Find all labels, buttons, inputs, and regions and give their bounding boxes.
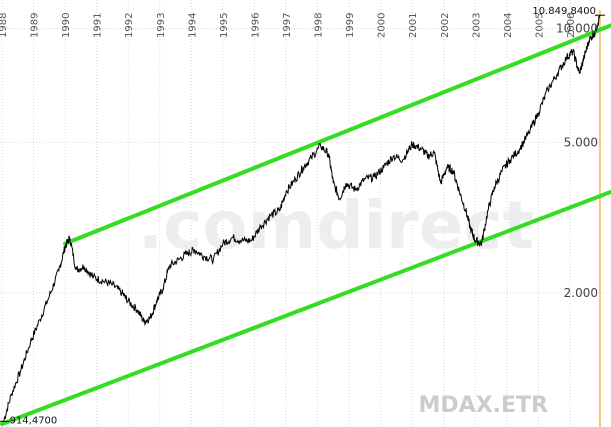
series-name-label: MDAX.ETR bbox=[419, 393, 549, 418]
year-label-1992: 1992 bbox=[124, 13, 135, 38]
year-label-1999: 1999 bbox=[345, 13, 356, 38]
year-label-1991: 1991 bbox=[93, 13, 104, 38]
max-value-label: 10.849,8400 bbox=[532, 6, 596, 17]
y-tick-10.000: 10.000 bbox=[556, 22, 598, 36]
year-label-1990: 1990 bbox=[61, 13, 72, 38]
year-label-1998: 1998 bbox=[314, 13, 325, 38]
min-max-annotations: 914,4700 10.849,8400 bbox=[0, 6, 605, 426]
year-label-1988: 1988 bbox=[0, 13, 9, 38]
year-label-1995: 1995 bbox=[219, 13, 230, 38]
x-axis-year-labels: 1988 1989 1990 1991 1992 1993 1994 1995 1996 1997… bbox=[0, 13, 577, 38]
year-label-2004: 2004 bbox=[503, 13, 514, 38]
year-label-2000: 2000 bbox=[377, 13, 388, 38]
channel-line-lower bbox=[0, 189, 611, 426]
y-tick-5.000: 5.000 bbox=[564, 135, 598, 149]
year-label-2001: 2001 bbox=[408, 13, 419, 38]
year-label-1997: 1997 bbox=[282, 13, 293, 38]
year-label-1994: 1994 bbox=[187, 13, 198, 38]
channel-line-upper bbox=[63, 23, 611, 246]
year-label-2005: 2005 bbox=[534, 13, 545, 38]
year-label-2003: 2003 bbox=[471, 13, 482, 38]
series-line-MDAX.ETR bbox=[3, 15, 601, 422]
y-axis-tick-labels: 2.000 5.000 10.000 bbox=[556, 22, 598, 300]
min-value-label: 914,4700 bbox=[10, 415, 58, 426]
year-label-1989: 1989 bbox=[30, 13, 41, 38]
year-label-2002: 2002 bbox=[440, 13, 451, 38]
year-label-1993: 1993 bbox=[156, 13, 167, 38]
year-label-1996: 1996 bbox=[250, 13, 261, 38]
trend-channel bbox=[0, 23, 611, 426]
y-tick-2.000: 2.000 bbox=[564, 286, 598, 300]
year-label-2006: 2006 bbox=[566, 13, 577, 38]
watermark-text: .comdirect bbox=[138, 187, 534, 264]
price-series bbox=[3, 15, 601, 422]
